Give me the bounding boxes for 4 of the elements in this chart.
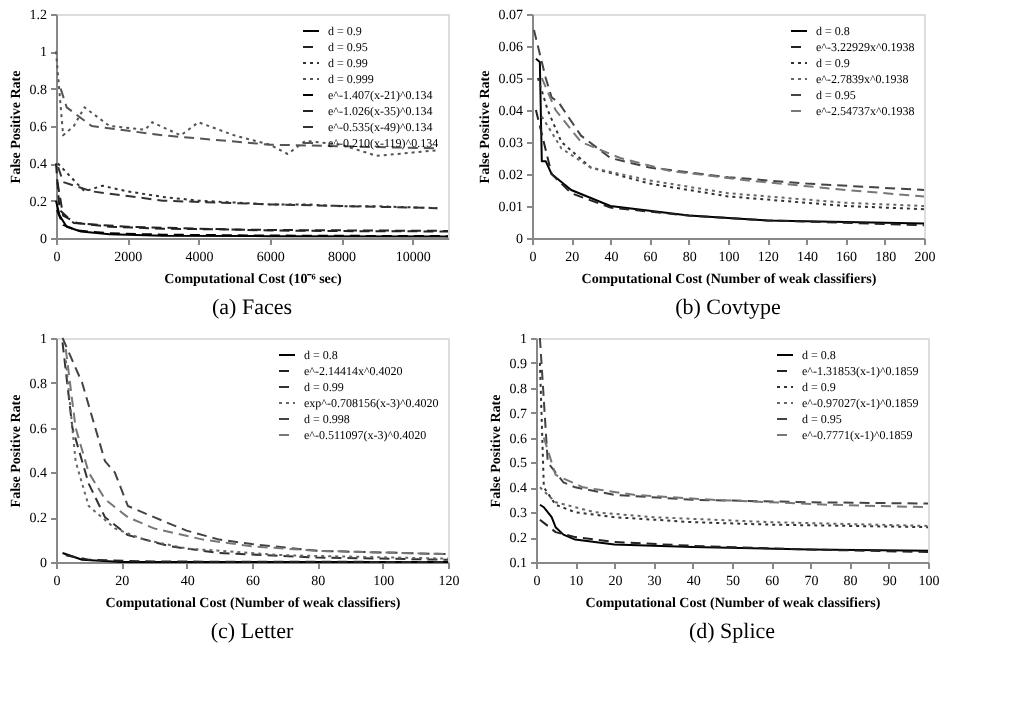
- text: (c) Letter: [210, 620, 294, 644]
- text: (d) Splice: [688, 620, 776, 644]
- text: (a) Faces: [211, 296, 293, 320]
- text: (b) Covtype: [675, 296, 782, 320]
